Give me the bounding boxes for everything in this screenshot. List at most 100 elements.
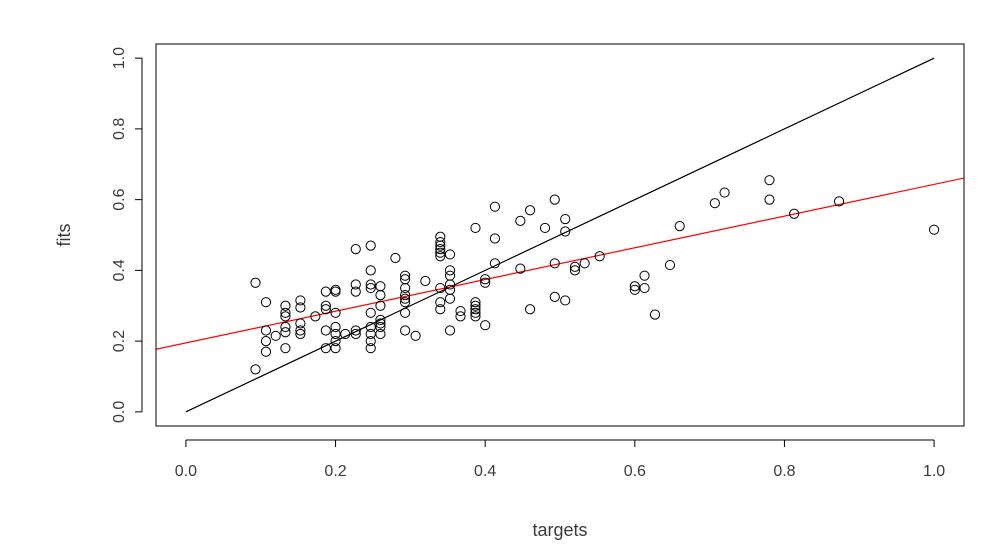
data-point	[365, 321, 376, 333]
data-point	[764, 175, 775, 186]
data-point	[649, 309, 661, 320]
data-point	[350, 286, 361, 297]
data-point	[400, 307, 411, 318]
data-point	[549, 291, 560, 302]
data-point	[260, 325, 272, 336]
regression-line	[156, 177, 964, 350]
data-point	[444, 270, 456, 281]
data-point	[295, 302, 306, 313]
data-point	[400, 297, 411, 308]
data-point	[480, 274, 491, 285]
y-tick-label: 0.0	[111, 401, 128, 423]
data-point	[330, 286, 341, 297]
x-tick-label: 0.2	[324, 463, 346, 480]
data-point	[330, 321, 341, 333]
data-point	[833, 196, 845, 207]
x-tick-label: 0.8	[773, 463, 795, 480]
data-point	[350, 328, 361, 340]
data-point	[350, 279, 361, 290]
data-point	[295, 295, 306, 306]
data-point	[310, 311, 321, 322]
data-point	[280, 327, 291, 338]
y-tick-label: 0.6	[111, 188, 128, 210]
data-point	[260, 346, 272, 357]
data-point	[455, 305, 466, 317]
data-point	[375, 318, 386, 329]
x-tick-label: 0.6	[624, 463, 646, 480]
data-point	[629, 284, 640, 295]
data-point	[489, 233, 501, 244]
plot-frame	[155, 43, 965, 427]
data-point	[594, 251, 605, 262]
data-point	[435, 240, 446, 251]
fit-lines	[156, 57, 964, 413]
x-tick-label: 0.4	[474, 463, 496, 480]
data-point	[928, 224, 940, 235]
data-point	[295, 325, 306, 336]
data-point	[410, 330, 421, 341]
data-point	[470, 297, 481, 308]
data-point	[435, 282, 446, 294]
data-point	[320, 300, 331, 311]
data-point	[280, 300, 291, 311]
y-tick-label: 0.8	[111, 118, 128, 140]
data-point	[515, 263, 526, 274]
data-point	[664, 259, 676, 271]
data-point	[435, 244, 446, 255]
data-point	[569, 265, 581, 276]
data-point	[435, 231, 446, 242]
data-point	[579, 258, 590, 269]
data-points	[250, 175, 940, 375]
data-point	[435, 251, 446, 262]
x-axis: 0.0 0.2 0.4 0.6 0.8 1.0	[175, 439, 945, 480]
data-point	[320, 286, 331, 297]
data-point	[435, 247, 446, 258]
data-point	[375, 321, 386, 333]
data-point	[420, 275, 431, 287]
data-point	[470, 300, 481, 311]
identity-line	[185, 57, 935, 413]
data-point	[295, 318, 306, 329]
data-point	[470, 304, 481, 315]
data-point	[489, 201, 501, 212]
data-point	[390, 252, 401, 264]
data-point	[444, 325, 456, 336]
data-point	[340, 328, 351, 340]
data-point	[330, 307, 341, 318]
data-point	[560, 295, 571, 306]
data-point	[444, 293, 456, 304]
data-point	[365, 265, 376, 276]
data-point	[375, 281, 386, 292]
data-point	[330, 343, 341, 354]
data-point	[400, 270, 411, 281]
data-point	[639, 282, 650, 294]
data-point	[400, 282, 411, 294]
data-point	[375, 300, 386, 311]
data-point	[435, 236, 446, 248]
x-tick-label: 1.0	[923, 463, 945, 480]
x-tick-label: 0.0	[175, 463, 197, 480]
data-point	[515, 215, 526, 226]
data-point	[365, 279, 376, 290]
data-point	[400, 293, 411, 304]
data-point	[789, 208, 800, 219]
data-point	[280, 343, 291, 354]
data-point	[270, 330, 281, 341]
data-point	[639, 270, 650, 281]
data-point	[674, 221, 685, 232]
data-point	[549, 258, 560, 269]
data-point	[719, 187, 730, 198]
data-point	[444, 279, 456, 290]
data-point	[629, 281, 640, 292]
data-point	[320, 304, 331, 315]
data-point	[280, 307, 291, 318]
data-point	[295, 328, 306, 340]
data-point	[330, 336, 341, 347]
data-point	[455, 311, 466, 322]
data-point	[470, 307, 481, 318]
data-point	[350, 244, 361, 255]
data-point	[470, 222, 481, 234]
data-point	[250, 364, 261, 375]
data-point	[569, 261, 581, 272]
